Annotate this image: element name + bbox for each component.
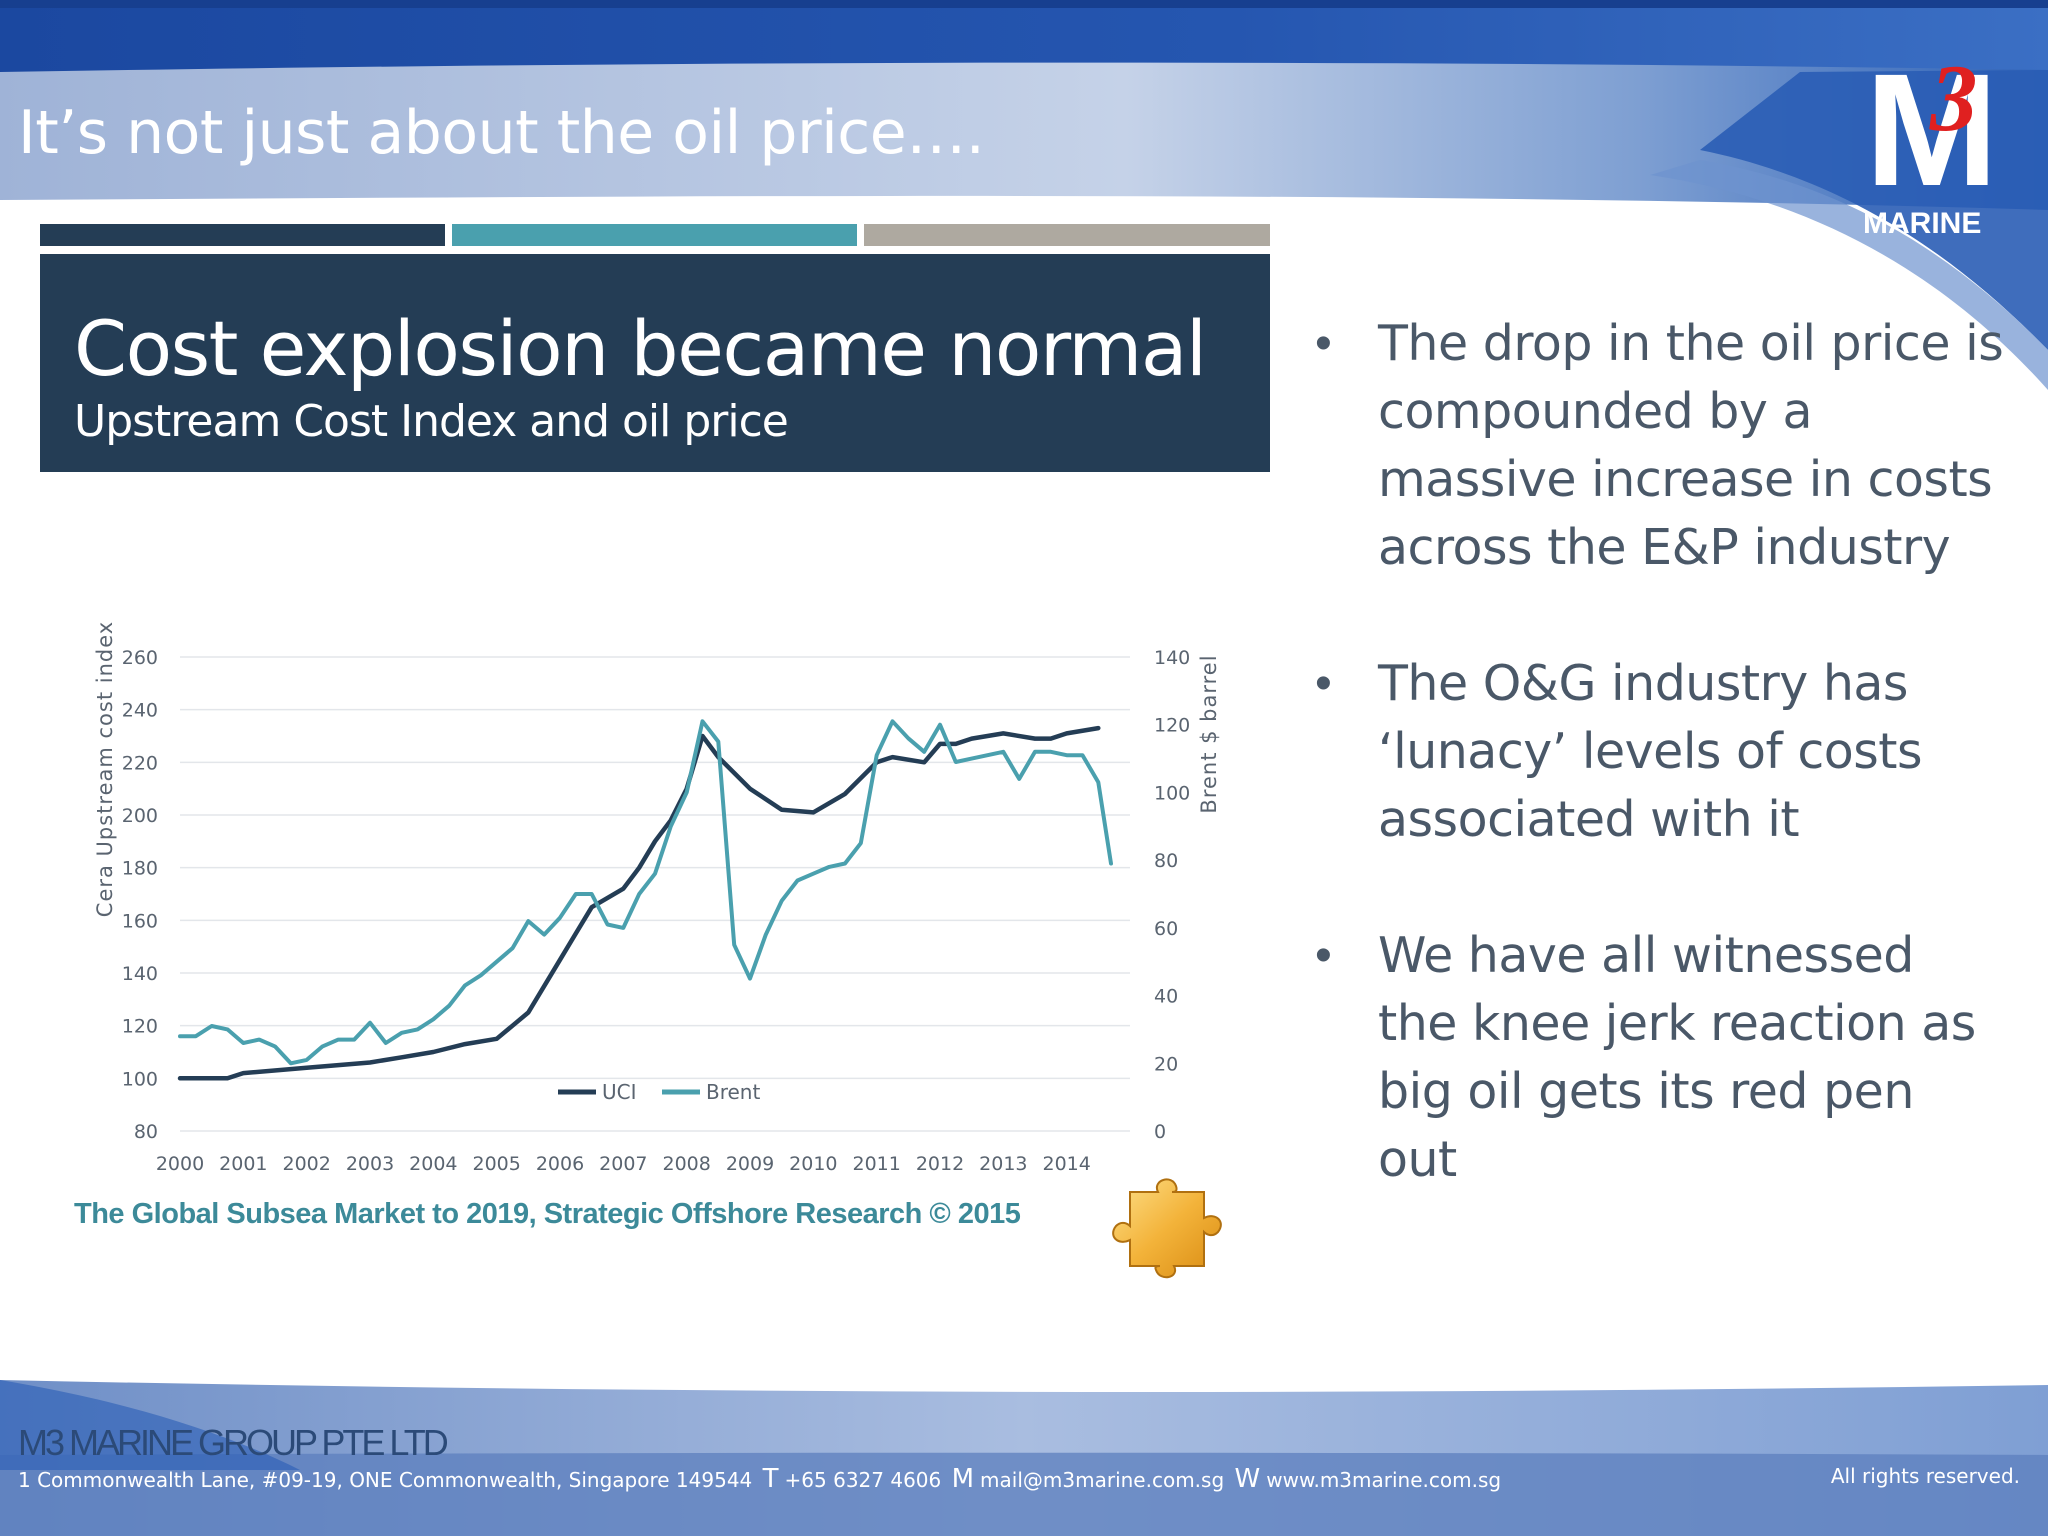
slide-title: It’s not just about the oil price….: [18, 98, 985, 168]
rights-notice: All rights reserved.: [1830, 1464, 2020, 1488]
x-tick-label: 2000: [156, 1153, 204, 1175]
company-name: M3 MARINE GROUP PTE LTD: [18, 1422, 449, 1463]
x-axis: 2000 2001 2002 2003 2004 2005 2006 2007 2008 2009…: [156, 1153, 1091, 1175]
bullet-item: • We have all witnessed the knee jerk re…: [1305, 922, 2005, 1194]
y-left-tick-label: 240: [122, 700, 158, 722]
y-left-tick-label: 140: [122, 963, 158, 985]
phone-number[interactable]: +65 6327 4606: [784, 1468, 942, 1492]
y-right-tick-label: 60: [1154, 918, 1178, 940]
x-tick-label: 2005: [472, 1153, 520, 1175]
y-right-tick-label: 20: [1154, 1053, 1178, 1075]
series-line-brent: [178, 719, 1113, 1066]
y-left-tick-label: 160: [122, 910, 158, 932]
bullet-marker: •: [1315, 317, 1332, 370]
color-stripe-grey: [864, 224, 1270, 246]
color-stripe-teal: [452, 224, 857, 246]
y-left-tick-label: 80: [134, 1121, 158, 1143]
x-tick-label: 2010: [789, 1153, 837, 1175]
y-left-tick-label: 100: [122, 1068, 158, 1090]
x-tick-label: 2006: [536, 1153, 584, 1175]
y-right-tick-label: 80: [1154, 850, 1178, 872]
m3-marine-logo: M 3 MARINE: [1863, 40, 1998, 240]
y-right-tick-label: 140: [1154, 647, 1190, 669]
x-tick-label: 2011: [852, 1153, 900, 1175]
email-address[interactable]: mail@m3marine.com.sg: [980, 1468, 1225, 1492]
series-line-uci: [177, 725, 1101, 1081]
x-tick-label: 2003: [346, 1153, 394, 1175]
puzzle-piece-icon: [1112, 1178, 1222, 1279]
x-tick-label: 2002: [282, 1153, 330, 1175]
chart-subtitle: Upstream Cost Index and oil price: [74, 396, 789, 447]
y-axis-left-label: Cera Upstream cost index: [93, 621, 117, 917]
logo-main-letter: M: [1865, 40, 1998, 219]
chart-legend: UCI Brent: [558, 1080, 760, 1104]
y-right-tick-label: 0: [1154, 1121, 1166, 1143]
bullet-list: • The drop in the oil price is compounde…: [1305, 310, 2005, 1262]
bullet-item: • The O&G industry has ‘lunacy’ levels o…: [1305, 650, 2005, 854]
bullet-text: The drop in the oil price is compounded …: [1378, 315, 2004, 576]
bullet-marker: •: [1315, 929, 1332, 982]
y-left-tick-label: 200: [122, 805, 158, 827]
web-label: W: [1234, 1464, 1261, 1494]
logo-superscript: 3: [1929, 45, 1978, 151]
y-left-tick-label: 220: [122, 752, 158, 774]
chart-card: Cost explosion became normal Upstream Co…: [40, 224, 1270, 1284]
website-link[interactable]: www.m3marine.com.sg: [1266, 1468, 1502, 1492]
bullet-item: • The drop in the oil price is compounde…: [1305, 310, 2005, 582]
source-citation: The Global Subsea Market to 2019, Strate…: [74, 1198, 1021, 1230]
color-stripe-navy: [40, 224, 445, 246]
address: 1 Commonwealth Lane, #09-19, ONE Commonw…: [18, 1468, 753, 1492]
y-axis-left: 80 100 120 140 160 180 200 220 240 260: [122, 647, 158, 1143]
bullet-text: The O&G industry has ‘lunacy’ levels of …: [1378, 655, 1923, 848]
bullet-marker: •: [1315, 657, 1332, 710]
phone-label: T: [762, 1464, 779, 1494]
y-right-tick-label: 100: [1154, 782, 1190, 804]
x-tick-label: 2004: [409, 1153, 457, 1175]
x-tick-label: 2009: [726, 1153, 774, 1175]
y-left-tick-label: 180: [122, 858, 158, 880]
chart-grid: [180, 656, 1130, 1132]
x-tick-label: 2014: [1042, 1153, 1090, 1175]
y-right-tick-label: 120: [1154, 715, 1190, 737]
logo-label: MARINE: [1863, 207, 1981, 240]
email-label: M: [951, 1464, 975, 1494]
chart-series: [177, 719, 1113, 1081]
y-right-tick-label: 40: [1154, 986, 1178, 1008]
chart-title: Cost explosion became normal: [74, 304, 1207, 393]
chart-header: Cost explosion became normal Upstream Co…: [40, 254, 1270, 472]
contact-line: 1 Commonwealth Lane, #09-19, ONE Commonw…: [18, 1464, 1501, 1494]
y-axis-right: 0 20 40 60 80 100 120 140: [1154, 647, 1190, 1143]
y-left-tick-label: 120: [122, 1016, 158, 1038]
legend-label-brent: Brent: [706, 1080, 760, 1104]
y-axis-right-label: Brent $ barrel: [1197, 654, 1221, 813]
x-tick-label: 2001: [219, 1153, 267, 1175]
legend-label-uci: UCI: [602, 1080, 637, 1104]
x-tick-label: 2007: [599, 1153, 647, 1175]
bullet-text: We have all witnessed the knee jerk reac…: [1378, 927, 1976, 1188]
x-tick-label: 2013: [979, 1153, 1027, 1175]
y-left-tick-label: 260: [122, 647, 158, 669]
x-tick-label: 2008: [662, 1153, 710, 1175]
x-tick-label: 2012: [916, 1153, 964, 1175]
line-chart: 80 100 120 140 160 180 200 220 240 260 0 20 40 60 80 1…: [93, 621, 1221, 1175]
